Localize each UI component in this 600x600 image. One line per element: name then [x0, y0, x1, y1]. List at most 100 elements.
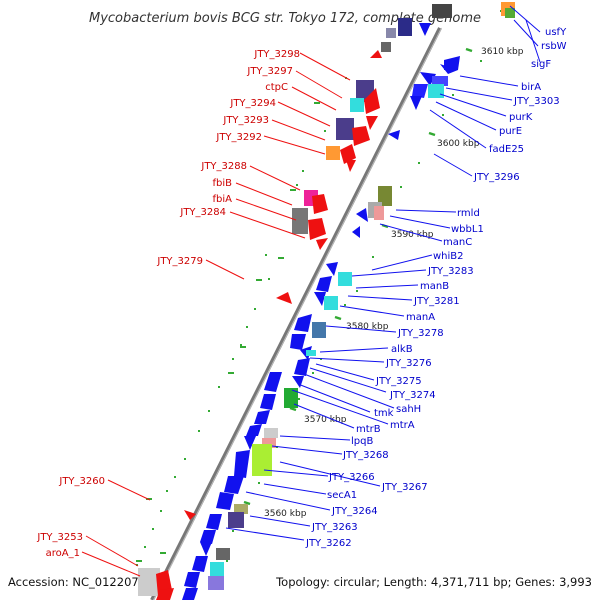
gene-arrow: [264, 372, 282, 392]
gene-block: [264, 428, 278, 438]
gene-label-right: birA: [521, 82, 541, 93]
gene-block: [208, 576, 224, 590]
gene-label-left: JTY_3279: [156, 256, 203, 267]
gene-arrow: [410, 96, 422, 110]
gene-label-right: fadE25: [489, 144, 524, 155]
gene-block: [326, 146, 340, 160]
gene-label-right: purE: [499, 126, 522, 137]
gene-label-left: JTY_3297: [246, 66, 293, 77]
left-callouts: [81, 52, 351, 577]
gene-label-right: JTY_3276: [385, 358, 432, 369]
gene-arrow: [200, 530, 216, 544]
gene-label-right: tmk: [374, 408, 394, 419]
gene-label-right: JTY_3263: [311, 522, 358, 533]
gene-block: [505, 8, 515, 18]
scale-label: 3590 kbp: [391, 230, 434, 240]
gene-block: [381, 42, 391, 52]
gene-label-right: purK: [509, 112, 533, 123]
gene-arrow: [314, 292, 326, 306]
gene-label-right: manA: [406, 312, 435, 323]
gene-label-right: alkB: [391, 344, 413, 355]
gene-label-right: JTY_3274: [389, 390, 436, 401]
gene-block: [312, 322, 326, 338]
gene-arrow: [364, 88, 380, 114]
gene-arrow: [224, 476, 244, 494]
gene-label-left: ctpC: [265, 82, 288, 93]
gene-arrow: [276, 292, 292, 304]
gene-arrow: [184, 510, 196, 520]
right-labels: usfY rsbW sigF birA JTY_3303 purK purE f…: [305, 27, 567, 549]
gene-arrow: [340, 144, 356, 164]
gene-block: [210, 562, 224, 576]
gene-block: [292, 208, 308, 234]
gene-arrow: [352, 226, 360, 238]
scale-label: 3580 kbp: [346, 322, 389, 332]
gene-arrow: [290, 334, 306, 350]
gene-label-left: JTY_3253: [36, 532, 83, 543]
gene-arrow: [246, 424, 262, 436]
gene-block: [336, 118, 354, 140]
gene-arrow: [316, 238, 328, 250]
gene-label-right: secA1: [327, 490, 357, 501]
gene-block: [228, 512, 244, 528]
gene-label-left: JTY_3292: [215, 132, 262, 143]
gene-label-right: mtrB: [356, 424, 381, 435]
gene-label-right: lpqB: [351, 436, 373, 447]
gene-label-left: JTY_3260: [58, 476, 105, 487]
gene-label-left: aroA_1: [46, 548, 80, 559]
gene-label-left: fbiB: [212, 178, 232, 189]
gene-block: [338, 272, 352, 286]
gene-label-right: JTY_3264: [331, 506, 378, 517]
gene-label-right: whiB2: [433, 251, 464, 262]
gene-arrow: [156, 588, 174, 600]
gene-label-right: JTY_3303: [513, 96, 560, 107]
gene-label-left: JTY_3298: [253, 49, 300, 60]
gene-label-left: JTY_3288: [200, 161, 247, 172]
gene-label-right: JTY_3268: [342, 450, 389, 461]
gene-arrow: [444, 56, 460, 70]
gene-label-right: mtrA: [390, 420, 415, 431]
gene-arrow: [260, 394, 276, 410]
gene-block: [374, 206, 384, 220]
gene-arrow: [370, 50, 382, 58]
gene-label-right: JTY_3266: [328, 472, 375, 483]
gene-arrow: [412, 84, 428, 98]
gene-label-right: rsbW: [541, 41, 567, 52]
scale-labels: 3610 kbp 3600 kbp 3590 kbp 3580 kbp 3570…: [264, 47, 524, 519]
gene-arrow: [254, 410, 270, 424]
scale-label: 3600 kbp: [437, 139, 480, 149]
gene-block: [284, 388, 298, 408]
gene-label-left: JTY_3293: [222, 115, 269, 126]
topology-summary: Topology: circular; Length: 4,371,711 bp…: [275, 575, 592, 589]
gene-arrow: [352, 126, 370, 146]
gene-label-left: JTY_3294: [229, 98, 276, 109]
gene-label-right: rmld: [457, 208, 480, 219]
gene-arrow: [200, 542, 212, 556]
gene-label-right: JTY_3275: [375, 376, 422, 387]
gene-arrow: [292, 376, 304, 388]
gene-arrow: [440, 64, 458, 74]
gene-label-right: JTY_3278: [397, 328, 444, 339]
gene-features: [138, 2, 515, 600]
accession-text: Accession: NC_012207: [8, 575, 139, 589]
gene-arrow: [356, 208, 368, 222]
gene-label-left: fbiA: [213, 194, 233, 205]
gene-arrow: [216, 492, 234, 510]
gene-label-right: JTY_3283: [427, 266, 474, 277]
gene-label-right: JTY_3267: [381, 482, 428, 493]
gene-label-right: JTY_3281: [413, 296, 460, 307]
gene-arrow: [420, 72, 436, 86]
gene-label-right: sigF: [531, 59, 551, 70]
gene-block: [432, 76, 448, 86]
gene-label-right: wbbL1: [451, 224, 484, 235]
gene-label-right: JTY_3262: [305, 538, 352, 549]
gene-arrow: [366, 116, 378, 130]
gene-arrow: [184, 572, 200, 588]
gene-arrow: [419, 23, 431, 36]
gene-arrow: [182, 588, 198, 600]
gene-arrow: [244, 436, 256, 450]
gene-arrow: [312, 194, 328, 214]
gene-arrow: [294, 314, 312, 332]
